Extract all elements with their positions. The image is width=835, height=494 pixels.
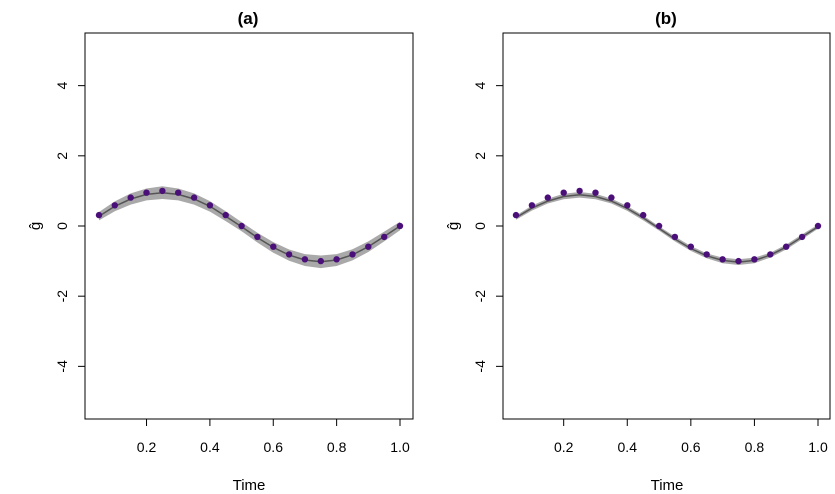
- data-point: [349, 251, 356, 258]
- y-tick-label: 2: [472, 152, 488, 160]
- data-point: [254, 233, 261, 241]
- data-point: [767, 251, 774, 258]
- data-point: [687, 243, 694, 250]
- data-point: [814, 222, 822, 230]
- panel-b-yticks: -4 -2 0 2 4: [472, 82, 503, 373]
- data-point: [365, 243, 372, 250]
- panel-a-plot-layer: [95, 186, 404, 269]
- y-tick-label: 2: [54, 152, 70, 160]
- y-tick-label: -4: [472, 360, 488, 373]
- panel-b-xticks: 0.2 0.4 0.6 0.8 1.0: [554, 419, 828, 455]
- data-point: [608, 194, 615, 201]
- x-tick-label: 1.0: [808, 439, 828, 455]
- data-point: [798, 233, 806, 241]
- data-point: [127, 194, 134, 201]
- data-point: [671, 233, 679, 241]
- x-tick-label: 0.6: [264, 439, 284, 455]
- data-point: [528, 202, 536, 209]
- y-tick-label: 4: [54, 82, 70, 90]
- data-point: [175, 189, 182, 196]
- data-point: [735, 257, 742, 265]
- y-tick-label: -2: [472, 290, 488, 303]
- panel-a-frame: [84, 32, 414, 420]
- data-point: [317, 257, 324, 265]
- x-tick-label: 0.2: [137, 439, 157, 455]
- data-point: [222, 211, 229, 219]
- data-point: [285, 251, 293, 258]
- data-point: [333, 256, 340, 263]
- data-point: [655, 222, 663, 230]
- y-tick-label: -4: [54, 360, 70, 373]
- data-point: [703, 251, 710, 258]
- panel-a: (a) 0.2 0.4 0.6 0.8 1.0 -4 -2 0 2 4 Time ĝ: [27, 9, 414, 494]
- data-point: [190, 194, 198, 201]
- x-tick-label: 0.8: [745, 439, 765, 455]
- data-point: [719, 256, 726, 263]
- data-point: [95, 211, 103, 219]
- y-tick-label: 4: [472, 82, 488, 90]
- confidence-band: [99, 186, 400, 269]
- x-tick-label: 0.2: [554, 439, 574, 455]
- data-point: [270, 243, 277, 250]
- x-tick-label: 1.0: [390, 439, 410, 455]
- y-tick-label: 0: [472, 222, 488, 230]
- data-point: [206, 202, 214, 209]
- panel-b-ylabel: ĝ: [445, 222, 462, 230]
- data-point: [381, 233, 388, 241]
- panel-a-xlabel: Time: [233, 477, 266, 494]
- y-tick-label: -2: [54, 290, 70, 303]
- panel-a-title: (a): [238, 9, 259, 28]
- x-tick-label: 0.6: [681, 439, 701, 455]
- panel-b-frame: [502, 32, 831, 420]
- data-point: [560, 189, 567, 196]
- data-point: [396, 222, 404, 230]
- data-point: [512, 211, 520, 219]
- data-point: [640, 211, 647, 219]
- panel-a-yticks: -4 -2 0 2 4: [54, 82, 85, 373]
- x-tick-label: 0.4: [618, 439, 638, 455]
- data-point: [143, 189, 150, 196]
- data-point: [783, 243, 790, 250]
- panel-a-ylabel: ĝ: [27, 222, 44, 230]
- data-point: [576, 187, 583, 195]
- data-point: [301, 256, 309, 263]
- panel-a-xticks: 0.2 0.4 0.6 0.8 1.0: [137, 419, 410, 455]
- panel-b-xlabel: Time: [651, 477, 684, 494]
- data-point: [159, 187, 166, 195]
- data-point: [624, 202, 631, 209]
- data-point: [751, 256, 758, 263]
- x-tick-label: 0.8: [327, 439, 347, 455]
- data-point: [111, 202, 119, 209]
- panel-b: (b) 0.2 0.4 0.6 0.8 1.0 -4 -2 0 2 4 Time ĝ: [445, 9, 831, 494]
- x-tick-label: 0.4: [200, 439, 220, 455]
- panel-b-plot-layer: [512, 187, 822, 265]
- data-point: [592, 189, 599, 196]
- data-point: [238, 222, 245, 230]
- y-tick-label: 0: [54, 222, 70, 230]
- panel-b-title: (b): [655, 9, 677, 28]
- data-point: [544, 194, 551, 201]
